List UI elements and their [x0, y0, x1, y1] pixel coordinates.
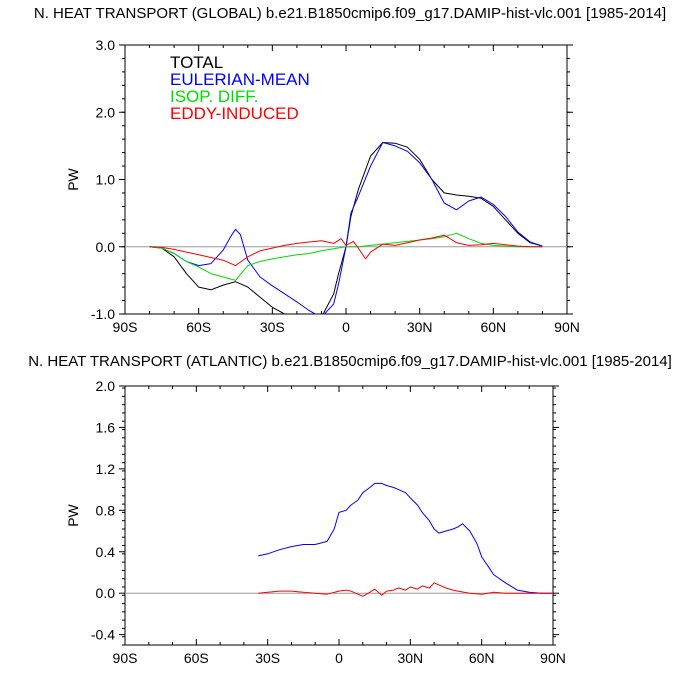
x-tick-label: 60N — [480, 319, 506, 335]
legend-entry: EULERIAN-MEAN — [170, 70, 310, 89]
y-tick-label: 0.0 — [96, 585, 116, 601]
y-tick-label: -1.0 — [91, 306, 115, 322]
y-tick-label: -0.4 — [91, 627, 115, 643]
y-tick-label: 2.0 — [96, 378, 116, 394]
y-tick-label: 2.0 — [96, 104, 116, 120]
x-tick-label: 30S — [260, 319, 285, 335]
y-tick-label: 1.0 — [96, 172, 116, 188]
y-tick-label: 1.2 — [96, 461, 116, 477]
y-tick-label: 3.0 — [96, 37, 116, 53]
y-axis-label: PW — [65, 503, 81, 526]
series-line-total — [149, 142, 543, 314]
x-tick-label: 0 — [342, 319, 350, 335]
plot-frame — [124, 385, 554, 646]
global-chart-title: N. HEAT TRANSPORT (GLOBAL) b.e21.B1850cm… — [34, 5, 666, 22]
y-tick-label: 0.0 — [96, 239, 116, 255]
x-tick-label: 0 — [335, 650, 343, 666]
legend-entry: ISOP. DIFF. — [170, 87, 259, 106]
x-tick-label: 30S — [255, 650, 280, 666]
y-tick-label: 0.4 — [96, 544, 116, 560]
series-group — [258, 482, 553, 597]
series-line-1 — [258, 582, 553, 597]
x-tick-label: 90N — [540, 650, 566, 666]
x-tick-label: 60S — [184, 650, 209, 666]
x-tick-label: 60S — [186, 319, 211, 335]
series-line-isop-diff — [149, 232, 543, 281]
x-tick-label: 90S — [113, 319, 138, 335]
atlantic-chart-title: N. HEAT TRANSPORT (ATLANTIC) b.e21.B1850… — [28, 353, 672, 370]
x-tick-label: 30N — [397, 650, 423, 666]
series-group — [149, 142, 543, 314]
y-tick-label: 0.8 — [96, 502, 116, 518]
series-line-eulerian-mean — [149, 142, 543, 314]
atlantic-panel: N. HEAT TRANSPORT (ATLANTIC) b.e21.B1850… — [28, 353, 672, 666]
series-line-eddy-induced — [149, 234, 543, 267]
x-tick-label: 90S — [113, 650, 138, 666]
x-tick-label: 90N — [554, 319, 580, 335]
y-tick-label: 1.6 — [96, 419, 116, 435]
global-panel: N. HEAT TRANSPORT (GLOBAL) b.e21.B1850cm… — [34, 5, 666, 335]
x-tick-label: 60N — [469, 650, 495, 666]
series-line-0 — [258, 482, 553, 594]
legend-entry: TOTAL — [170, 53, 223, 72]
x-tick-label: 30N — [407, 319, 433, 335]
legend-entry: EDDY-INDUCED — [170, 104, 299, 123]
y-axis-label: PW — [65, 167, 81, 190]
